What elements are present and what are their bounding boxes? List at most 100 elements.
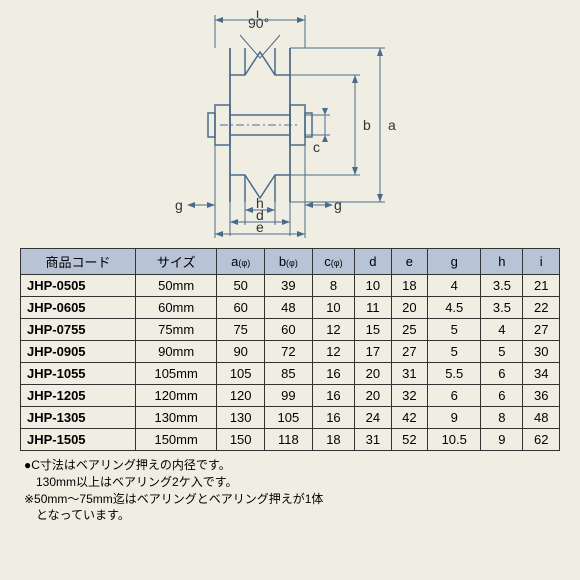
note-line3: ※50mm～75mm迄はベアリングとベアリング押えが1体 <box>24 491 560 508</box>
cell-g: 4 <box>428 275 481 297</box>
dim-i: i <box>256 10 259 21</box>
cell-h: 3.5 <box>481 297 523 319</box>
dim-c: c <box>313 139 320 155</box>
cell-i: 36 <box>523 385 560 407</box>
cell-e: 42 <box>391 407 427 429</box>
cell-d: 24 <box>355 407 391 429</box>
note-line1: ●C寸法はベアリング押えの内径です。 <box>24 457 560 474</box>
cell-a: 50 <box>217 275 265 297</box>
cell-c: 12 <box>312 341 354 363</box>
cell-size: 75mm <box>135 319 216 341</box>
cell-e: 32 <box>391 385 427 407</box>
cell-c: 16 <box>312 363 354 385</box>
col-i: i <box>523 249 560 275</box>
cell-b: 39 <box>265 275 313 297</box>
cell-i: 21 <box>523 275 560 297</box>
cell-c: 18 <box>312 429 354 451</box>
cell-h: 4 <box>481 319 523 341</box>
table-row: JHP-1205120mm120991620326636 <box>21 385 560 407</box>
cell-size: 90mm <box>135 341 216 363</box>
col-b: b(φ) <box>265 249 313 275</box>
cell-h: 6 <box>481 385 523 407</box>
cell-a: 60 <box>217 297 265 319</box>
dim-g-left: g <box>175 197 183 213</box>
table-row: JHP-060560mm60481011204.53.522 <box>21 297 560 319</box>
cell-code: JHP-0505 <box>21 275 136 297</box>
cell-h: 9 <box>481 429 523 451</box>
col-d: d <box>355 249 391 275</box>
cell-b: 48 <box>265 297 313 319</box>
note-line2: 130mm以上はベアリング2ケ入です。 <box>24 474 560 491</box>
cell-i: 22 <box>523 297 560 319</box>
cell-i: 30 <box>523 341 560 363</box>
note-line4: となっています。 <box>24 507 560 524</box>
cell-size: 60mm <box>135 297 216 319</box>
cell-size: 150mm <box>135 429 216 451</box>
cell-e: 27 <box>391 341 427 363</box>
cell-a: 90 <box>217 341 265 363</box>
cell-d: 17 <box>355 341 391 363</box>
cell-i: 27 <box>523 319 560 341</box>
cell-code: JHP-1505 <box>21 429 136 451</box>
dim-g-right: g <box>334 197 342 213</box>
cell-b: 118 <box>265 429 313 451</box>
cell-code: JHP-1305 <box>21 407 136 429</box>
cell-d: 20 <box>355 385 391 407</box>
table-row: JHP-1305130mm1301051624429848 <box>21 407 560 429</box>
cell-h: 6 <box>481 363 523 385</box>
cell-c: 8 <box>312 275 354 297</box>
dim-a: a <box>388 117 396 133</box>
wheel-diagram: 90° i a b <box>20 10 560 240</box>
cell-code: JHP-0605 <box>21 297 136 319</box>
col-h: h <box>481 249 523 275</box>
cell-c: 12 <box>312 319 354 341</box>
notes: ●C寸法はベアリング押えの内径です。 130mm以上はベアリング2ケ入です。 ※… <box>20 457 560 524</box>
cell-g: 5 <box>428 341 481 363</box>
spec-table: 商品コード サイズ a(φ) b(φ) c(φ) d e g h i JHP-0… <box>20 248 560 451</box>
col-size: サイズ <box>135 249 216 275</box>
cell-d: 10 <box>355 275 391 297</box>
cell-c: 10 <box>312 297 354 319</box>
cell-b: 60 <box>265 319 313 341</box>
cell-e: 52 <box>391 429 427 451</box>
col-c: c(φ) <box>312 249 354 275</box>
cell-e: 31 <box>391 363 427 385</box>
cell-b: 105 <box>265 407 313 429</box>
cell-code: JHP-1205 <box>21 385 136 407</box>
cell-e: 18 <box>391 275 427 297</box>
cell-i: 48 <box>523 407 560 429</box>
cell-e: 25 <box>391 319 427 341</box>
cell-size: 120mm <box>135 385 216 407</box>
cell-e: 20 <box>391 297 427 319</box>
table-row: JHP-1055105mm105851620315.5634 <box>21 363 560 385</box>
cell-a: 150 <box>217 429 265 451</box>
cell-a: 120 <box>217 385 265 407</box>
cell-b: 72 <box>265 341 313 363</box>
col-g: g <box>428 249 481 275</box>
col-code: 商品コード <box>21 249 136 275</box>
dim-e: e <box>256 219 264 235</box>
table-row: JHP-050550mm50398101843.521 <box>21 275 560 297</box>
cell-code: JHP-1055 <box>21 363 136 385</box>
cell-size: 105mm <box>135 363 216 385</box>
cell-b: 85 <box>265 363 313 385</box>
cell-c: 16 <box>312 385 354 407</box>
cell-g: 6 <box>428 385 481 407</box>
cell-g: 9 <box>428 407 481 429</box>
dim-b: b <box>363 117 371 133</box>
cell-h: 3.5 <box>481 275 523 297</box>
cell-b: 99 <box>265 385 313 407</box>
cell-size: 50mm <box>135 275 216 297</box>
cell-code: JHP-0905 <box>21 341 136 363</box>
cell-size: 130mm <box>135 407 216 429</box>
cell-a: 105 <box>217 363 265 385</box>
cell-g: 10.5 <box>428 429 481 451</box>
cell-g: 5.5 <box>428 363 481 385</box>
col-a: a(φ) <box>217 249 265 275</box>
cell-h: 8 <box>481 407 523 429</box>
table-row: JHP-090590mm90721217275530 <box>21 341 560 363</box>
cell-d: 31 <box>355 429 391 451</box>
table-row: JHP-075575mm75601215255427 <box>21 319 560 341</box>
col-e: e <box>391 249 427 275</box>
cell-a: 130 <box>217 407 265 429</box>
